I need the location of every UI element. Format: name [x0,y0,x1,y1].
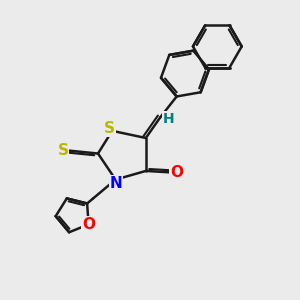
Text: H: H [163,112,174,126]
Text: O: O [170,165,183,180]
Text: S: S [57,143,68,158]
Text: O: O [82,217,95,232]
Text: S: S [104,121,115,136]
Text: N: N [110,176,123,191]
